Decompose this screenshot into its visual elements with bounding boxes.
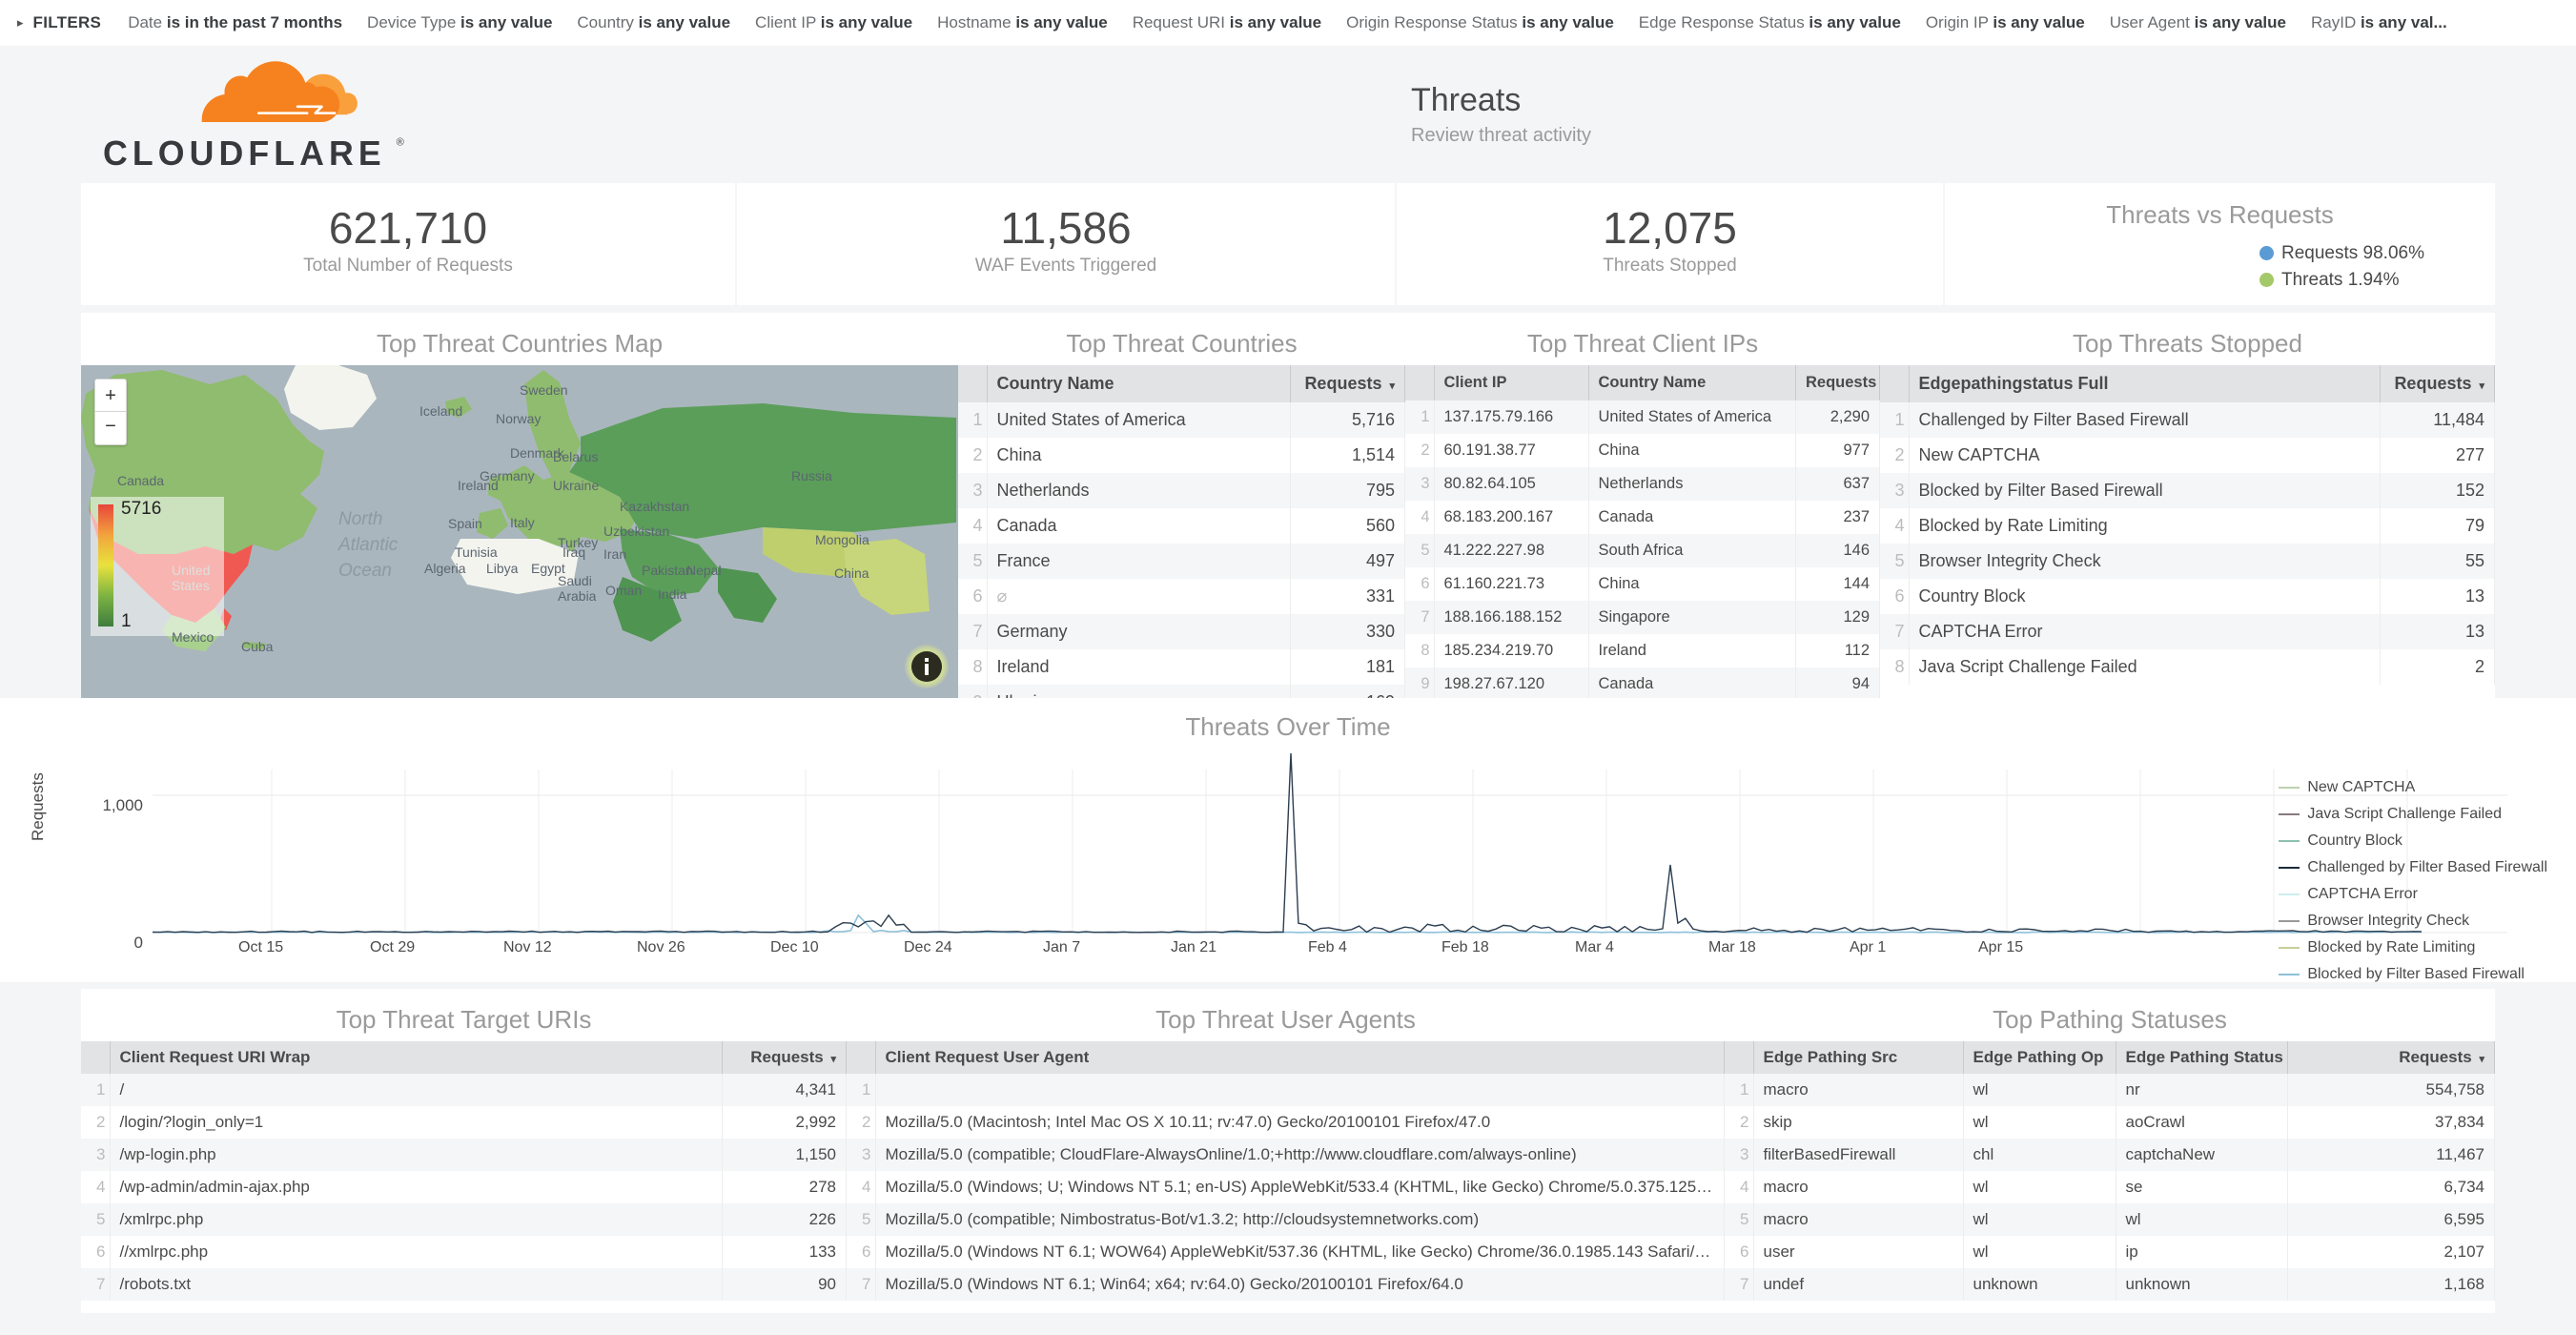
svg-text:CLOUDFLARE: CLOUDFLARE — [103, 134, 386, 173]
svg-text:®: ® — [397, 137, 404, 149]
